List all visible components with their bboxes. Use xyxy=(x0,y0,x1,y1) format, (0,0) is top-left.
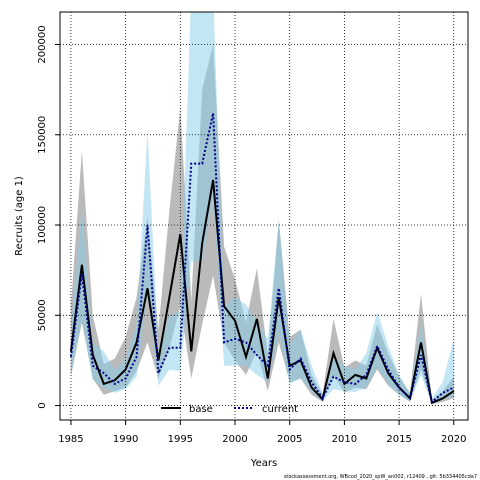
y-tick-label: 50000 xyxy=(37,299,48,331)
x-axis: 1985 1990 1995 2000 2005 2010 2015 2020 xyxy=(58,420,467,445)
y-tick-label: 200000 xyxy=(37,25,48,63)
x-tick-label: 1985 xyxy=(58,434,83,445)
legend: base current xyxy=(161,404,298,415)
credit-text: stockassessment.org, WBcod_2020_spW_an00… xyxy=(284,474,477,480)
line-base xyxy=(69,179,455,405)
y-axis: 0 50000 100000 150000 200000 xyxy=(37,25,60,409)
band-current xyxy=(70,12,454,404)
line-current xyxy=(69,112,455,404)
y-tick-label: 150000 xyxy=(37,116,48,154)
series-lines xyxy=(69,112,455,405)
x-tick-label: 2005 xyxy=(277,434,302,445)
x-axis-title: Years xyxy=(250,458,277,469)
plot-frame xyxy=(59,11,469,421)
x-tick-label: 2010 xyxy=(332,434,357,445)
x-tick-label: 2000 xyxy=(222,434,247,445)
y-tick-label: 100000 xyxy=(37,206,48,244)
y-axis-title: Recruits (age 1) xyxy=(14,176,25,256)
legend-current-label: current xyxy=(262,404,298,415)
y-tick-label: 0 xyxy=(37,402,48,408)
x-tick-label: 2020 xyxy=(441,434,466,445)
x-tick-label: 1990 xyxy=(113,434,138,445)
x-tick-label: 2015 xyxy=(386,434,411,445)
x-tick-label: 1995 xyxy=(168,434,193,445)
legend-base-label: base xyxy=(189,404,213,415)
grid-lines xyxy=(60,12,468,420)
